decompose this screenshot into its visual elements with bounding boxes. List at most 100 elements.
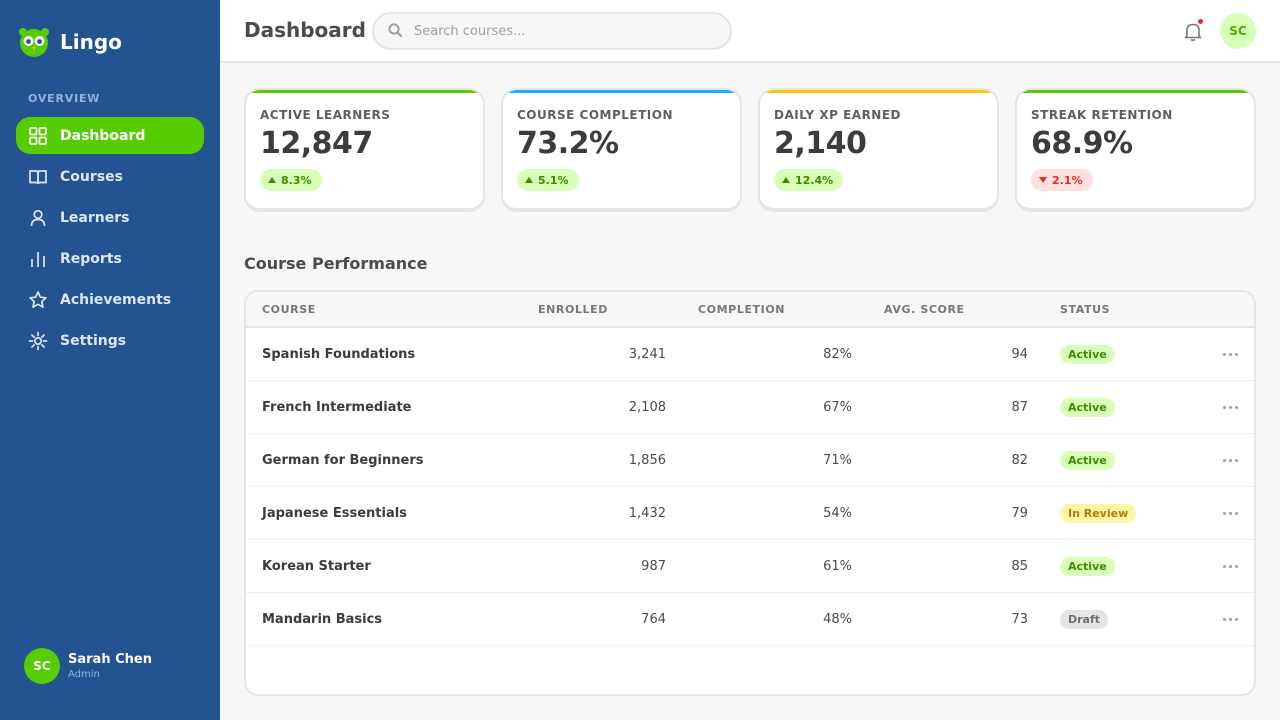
completion-rate: 48% xyxy=(823,612,852,627)
card-accent-bar xyxy=(503,90,740,93)
search-box[interactable] xyxy=(372,12,732,50)
more-horizontal-icon xyxy=(1222,565,1238,568)
arrow-up-icon xyxy=(268,177,276,183)
stat-value: 68.9% xyxy=(1031,126,1133,161)
star-icon xyxy=(28,290,48,310)
person-icon xyxy=(28,208,48,228)
stat-delta-badge: 12.4% xyxy=(774,169,844,191)
status-badge: Active xyxy=(1060,557,1115,576)
sidebar: Lingo OVERVIEW Dashboard Courses Learner… xyxy=(0,0,220,720)
sidebar-item-label: Reports xyxy=(60,250,122,267)
row-actions-button[interactable] xyxy=(1220,328,1240,381)
sidebar-nav: Dashboard Courses Learners Reports Achie… xyxy=(16,117,204,363)
course-name: German for Beginners xyxy=(262,453,424,468)
completion-rate: 82% xyxy=(823,347,852,362)
stat-card-course-completion: COURSE COMPLETION 73.2% 5.1% xyxy=(501,88,742,212)
stat-label: DAILY XP EARNED xyxy=(774,108,902,122)
status-cell: Active xyxy=(1060,540,1115,593)
row-actions-button[interactable] xyxy=(1220,540,1240,593)
stat-delta-badge: 2.1% xyxy=(1031,169,1093,191)
column-header-avg-score[interactable]: AVG. SCORE xyxy=(884,303,965,316)
top-header: Dashboard SC xyxy=(220,0,1280,63)
notification-dot xyxy=(1198,19,1203,24)
completion-rate: 61% xyxy=(823,559,852,574)
sidebar-item-reports[interactable]: Reports xyxy=(16,240,204,277)
status-badge: Draft xyxy=(1060,610,1109,629)
completion-rate: 54% xyxy=(823,506,852,521)
status-cell: Active xyxy=(1060,328,1115,381)
sidebar-item-learners[interactable]: Learners xyxy=(16,199,204,236)
app-name: Lingo xyxy=(60,30,122,54)
row-actions-button[interactable] xyxy=(1220,487,1240,540)
card-accent-bar xyxy=(760,90,997,93)
stat-delta-badge: 5.1% xyxy=(517,169,579,191)
course-performance-table: COURSE ENROLLED COMPLETION AVG. SCORE ST… xyxy=(244,290,1256,696)
status-cell: Active xyxy=(1060,434,1115,487)
table-row[interactable]: French Intermediate 2,108 67% 87 Active xyxy=(246,381,1254,434)
owl-logo-icon xyxy=(18,26,50,58)
status-badge: Active xyxy=(1060,451,1115,470)
avatar: SC xyxy=(24,648,60,684)
stat-delta-badge: 8.3% xyxy=(260,169,322,191)
column-header-status[interactable]: STATUS xyxy=(1060,303,1111,316)
stat-value: 12,847 xyxy=(260,126,373,161)
stat-card-active-learners: ACTIVE LEARNERS 12,847 8.3% xyxy=(244,88,485,212)
table-row[interactable]: Korean Starter 987 61% 85 Active xyxy=(246,540,1254,593)
column-header-completion[interactable]: COMPLETION xyxy=(698,303,786,316)
sidebar-item-label: Learners xyxy=(60,209,130,226)
sidebar-item-achievements[interactable]: Achievements xyxy=(16,281,204,318)
stat-label: STREAK RETENTION xyxy=(1031,108,1173,122)
completion-rate: 71% xyxy=(823,453,852,468)
logo[interactable]: Lingo xyxy=(18,26,122,58)
table-row[interactable]: Spanish Foundations 3,241 82% 94 Active xyxy=(246,328,1254,381)
enrolled-count: 2,108 xyxy=(628,400,666,415)
header-avatar[interactable]: SC xyxy=(1220,13,1256,49)
row-actions-button[interactable] xyxy=(1220,593,1240,646)
enrolled-count: 3,241 xyxy=(628,347,666,362)
stat-card-streak-retention: STREAK RETENTION 68.9% 2.1% xyxy=(1015,88,1256,212)
sidebar-item-label: Settings xyxy=(60,332,127,349)
card-accent-bar xyxy=(1017,90,1254,93)
status-badge: In Review xyxy=(1060,504,1137,523)
search-input[interactable] xyxy=(414,23,704,39)
gear-icon xyxy=(28,331,48,351)
notifications-button[interactable] xyxy=(1182,19,1204,42)
more-horizontal-icon xyxy=(1222,353,1238,356)
avg-score: 79 xyxy=(1011,506,1028,521)
sidebar-item-settings[interactable]: Settings xyxy=(16,322,204,359)
status-cell: Active xyxy=(1060,381,1115,434)
course-name: Japanese Essentials xyxy=(262,506,407,521)
sidebar-item-courses[interactable]: Courses xyxy=(16,158,204,195)
avg-score: 94 xyxy=(1011,347,1028,362)
status-cell: In Review xyxy=(1060,487,1137,540)
grid-icon xyxy=(28,126,48,146)
stat-value: 73.2% xyxy=(517,126,619,161)
more-horizontal-icon xyxy=(1222,406,1238,409)
completion-rate: 67% xyxy=(823,400,852,415)
sidebar-item-dashboard[interactable]: Dashboard xyxy=(16,117,204,154)
arrow-down-icon xyxy=(1039,177,1047,183)
more-horizontal-icon xyxy=(1222,512,1238,515)
stat-delta-value: 8.3% xyxy=(281,173,312,187)
sidebar-item-label: Achievements xyxy=(60,291,172,308)
row-actions-button[interactable] xyxy=(1220,434,1240,487)
stat-delta-value: 12.4% xyxy=(795,173,834,187)
avg-score: 82 xyxy=(1011,453,1028,468)
stat-card-daily-xp: DAILY XP EARNED 2,140 12.4% xyxy=(758,88,999,212)
table-row[interactable]: Mandarin Basics 764 48% 73 Draft xyxy=(246,593,1254,646)
status-badge: Active xyxy=(1060,398,1115,417)
avg-score: 87 xyxy=(1011,400,1028,415)
course-name: French Intermediate xyxy=(262,400,412,415)
table-row[interactable]: German for Beginners 1,856 71% 82 Active xyxy=(246,434,1254,487)
arrow-up-icon xyxy=(525,177,533,183)
table-row[interactable]: Japanese Essentials 1,432 54% 79 In Revi… xyxy=(246,487,1254,540)
column-header-enrolled[interactable]: ENROLLED xyxy=(538,303,609,316)
row-actions-button[interactable] xyxy=(1220,381,1240,434)
arrow-up-icon xyxy=(782,177,790,183)
user-info: Sarah Chen Admin xyxy=(68,651,152,682)
stat-label: COURSE COMPLETION xyxy=(517,108,673,122)
current-user[interactable]: SC Sarah Chen Admin xyxy=(24,648,152,684)
more-horizontal-icon xyxy=(1222,618,1238,621)
column-header-course[interactable]: COURSE xyxy=(262,303,316,316)
status-badge: Active xyxy=(1060,345,1115,364)
